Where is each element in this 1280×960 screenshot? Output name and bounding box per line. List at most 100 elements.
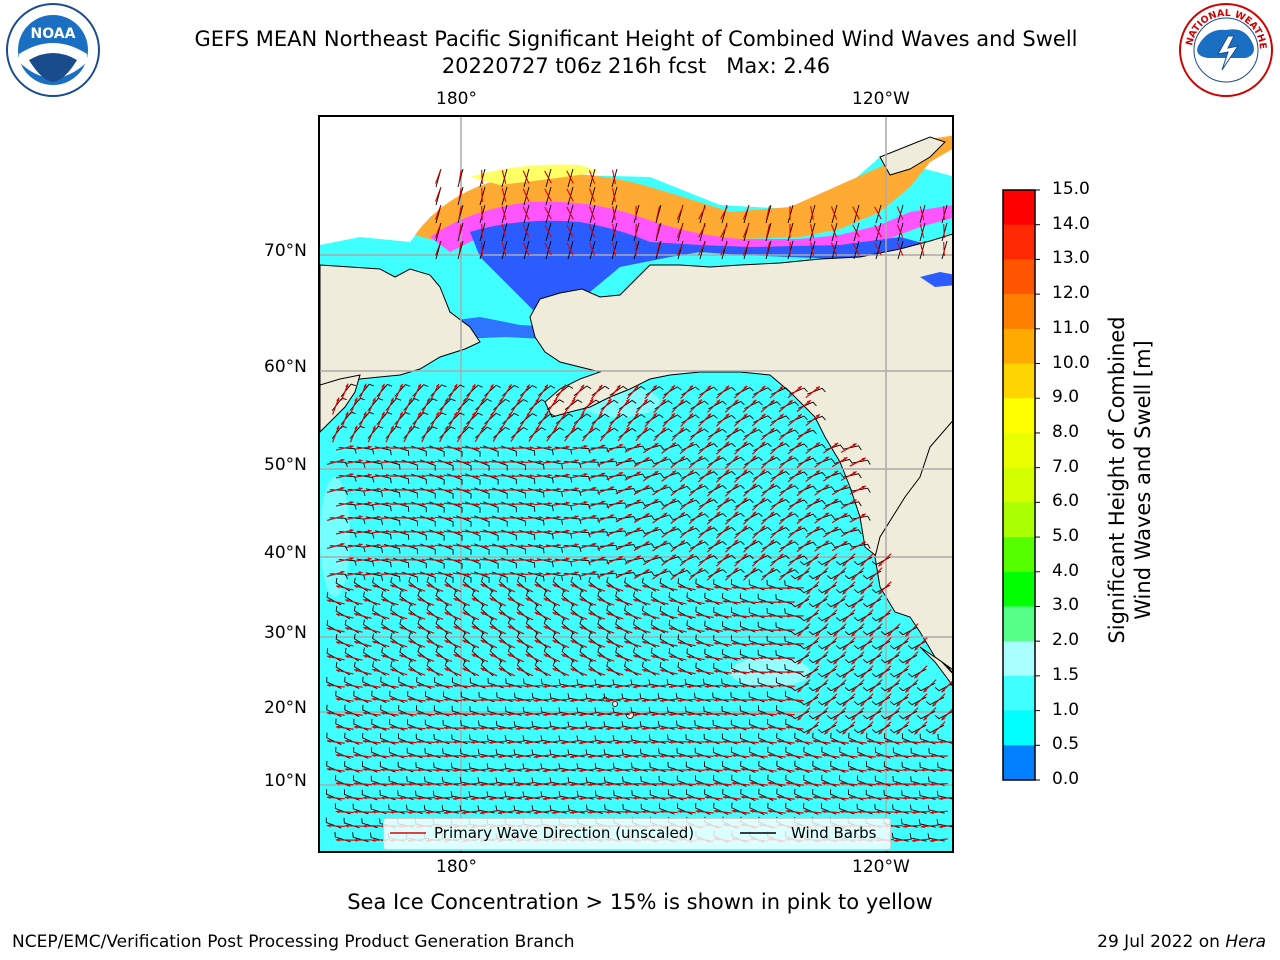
wave-arrow-head (740, 739, 745, 744)
wave-arrow-head (761, 525, 766, 530)
wave-arrow-head (660, 613, 664, 617)
wave-arrow-head (426, 668, 431, 672)
colorbar-cell (1003, 571, 1035, 607)
wave-arrow-head (815, 414, 820, 418)
wave-arrow-head (606, 640, 611, 644)
wave-arrow-head (596, 684, 601, 689)
wave-arrow-head (932, 702, 937, 707)
wave-arrow-head (444, 640, 449, 644)
wave-arrow-head (704, 740, 709, 744)
wave-arrow-head (588, 584, 593, 588)
wave-arrow-head (440, 446, 444, 451)
wave-arrow-shaft (544, 242, 552, 256)
wave-arrow-head (404, 474, 408, 478)
wave-arrow-head (734, 511, 739, 516)
wave-arrow-head (632, 768, 637, 773)
wave-arrow-head (698, 456, 703, 460)
wave-arrow-head (506, 712, 511, 717)
wave-arrow-head (565, 501, 570, 505)
wave-arrow-shaft (501, 224, 507, 238)
colorbar-tick-label: 1.5 (1052, 664, 1080, 685)
wave-arrow-head (797, 526, 802, 530)
wave-arrow-head (851, 576, 856, 581)
wave-arrow-shaft (943, 223, 945, 239)
colorbar-tick-labels: 15.0 14.0 13.0 12.0 11.0 10.0 9.0 8.0 7.0 6.0 5.0 4… (1052, 179, 1102, 790)
wave-arrow-head (861, 513, 866, 518)
wave-arrow-head (815, 576, 820, 581)
wave-arrow-head (896, 730, 901, 735)
wave-arrow-head (785, 809, 790, 814)
wave-arrow-head (776, 795, 781, 799)
wave-arrow-head (806, 456, 811, 460)
wave-arrow-head (651, 598, 655, 603)
wave-arrow-head (417, 383, 421, 388)
svg-text:Wind Waves and Swell [m]: Wind Waves and Swell [m] (1131, 340, 1155, 620)
wave-arrow-head (698, 512, 703, 516)
wave-arrow-head (380, 796, 385, 800)
wave-arrow-head (354, 425, 358, 430)
wave-arrow-head (381, 383, 385, 388)
wave-arrow-head (663, 568, 668, 573)
wave-arrow-head (570, 612, 575, 616)
lon-label-180-bottom: 180° (436, 857, 477, 877)
wave-arrow-head (902, 768, 907, 772)
wave-arrow-head (761, 553, 766, 558)
graticule (320, 117, 952, 851)
wave-arrow-head (614, 768, 619, 773)
wave-arrow-head (553, 398, 557, 403)
wave-arrow-head (731, 669, 736, 674)
wave-arrow-head (422, 530, 426, 534)
wave-arrow-head (920, 740, 925, 744)
wave-arrow-shaft (742, 206, 750, 220)
wave-arrow-head (619, 472, 624, 476)
lat-label-50n: 50°N (264, 455, 307, 475)
colorbar-cell (1003, 606, 1035, 642)
wave-arrow-head (758, 628, 763, 632)
wave-arrow-head (376, 543, 381, 548)
wave-arrow-head (923, 716, 928, 721)
wave-arrow-head (443, 726, 448, 730)
wave-arrow-head (785, 642, 790, 646)
wave-arrow-shaft (481, 241, 483, 257)
wave-arrow-head (580, 412, 585, 417)
wave-arrow-shaft (698, 206, 706, 220)
wave-arrow-head (435, 598, 440, 602)
lon-label-120w-top: 120°W (852, 89, 910, 109)
wave-arrow-head (551, 698, 556, 703)
wave-arrow-head (524, 769, 529, 773)
wave-arrow-head (399, 411, 403, 416)
wave-arrow-head (707, 553, 712, 558)
wave-arrow-head (467, 460, 471, 465)
wave-arrow-head (565, 473, 570, 477)
wave-arrow-head (815, 498, 820, 503)
wave-arrow-head (624, 668, 629, 673)
wave-arrow-head (336, 613, 340, 617)
wave-arrow-head (767, 725, 772, 730)
wave-arrow-head (833, 576, 838, 581)
wave-arrow-head (417, 654, 422, 658)
wave-arrow-head (416, 711, 421, 716)
wave-arrow-head (625, 427, 630, 431)
nws-logo: NATIONAL WEATHER SERVICE (1174, 0, 1274, 98)
wave-arrow-head (815, 660, 820, 665)
wave-arrow-head (619, 528, 624, 532)
wave-arrow-head (340, 486, 345, 491)
wind-barb (457, 204, 464, 224)
wave-arrow-shaft (544, 224, 552, 238)
wave-arrow-head (938, 796, 943, 801)
wave-arrow-head (695, 809, 700, 814)
wave-arrow-head (929, 838, 934, 843)
wave-arrow-head (654, 527, 659, 531)
wave-arrow-head (452, 740, 457, 744)
wave-arrow-head (695, 754, 700, 758)
wave-arrow-head (426, 640, 431, 644)
wave-arrow-head (443, 754, 448, 758)
wave-arrow-head (353, 838, 358, 842)
wave-arrow-head (560, 796, 565, 801)
wave-arrow-head (752, 539, 757, 544)
wave-arrow-head (435, 383, 439, 388)
wave-arrow-head (358, 459, 363, 463)
wave-arrow-head (627, 486, 632, 490)
wave-arrow-head (642, 668, 647, 673)
wave-arrow-head (695, 669, 700, 673)
